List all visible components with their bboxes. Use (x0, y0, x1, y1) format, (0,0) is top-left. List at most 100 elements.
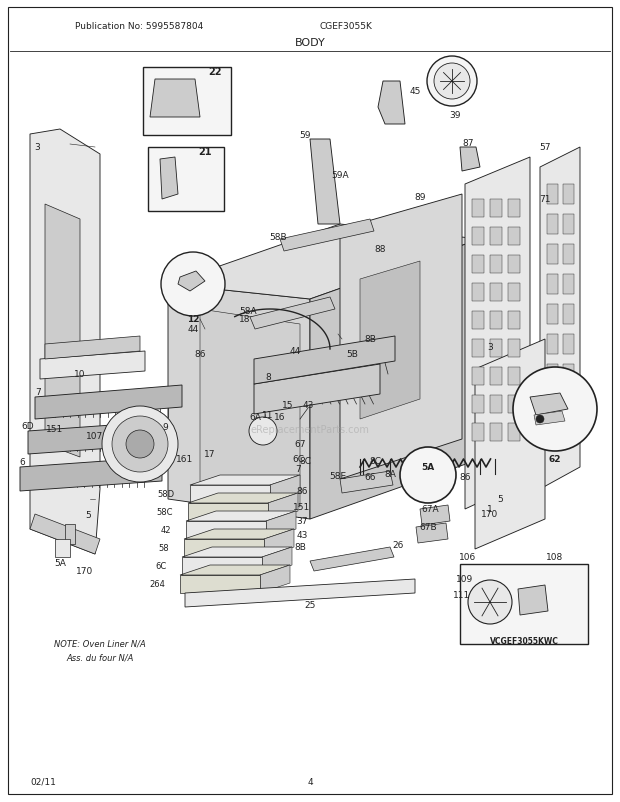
Text: 59A: 59A (331, 170, 349, 180)
Bar (508, 256, 520, 273)
Text: 58E: 58E (329, 472, 347, 481)
Polygon shape (360, 261, 420, 419)
Polygon shape (250, 298, 335, 330)
Text: 16: 16 (274, 413, 286, 422)
Text: 8: 8 (265, 373, 271, 382)
Text: 58B: 58B (269, 233, 287, 242)
Bar (563, 245, 574, 265)
Text: 9: 9 (162, 423, 168, 432)
Polygon shape (260, 565, 290, 593)
Bar (547, 305, 558, 325)
Bar (547, 184, 558, 205)
Bar (490, 395, 502, 414)
Text: 108: 108 (546, 553, 564, 561)
Polygon shape (65, 525, 75, 545)
Text: 6A: 6A (249, 413, 261, 422)
Text: 58D: 58D (158, 490, 175, 499)
Text: 8A: 8A (384, 470, 396, 479)
Bar (460, 565, 588, 644)
Ellipse shape (197, 427, 224, 448)
Polygon shape (178, 272, 205, 292)
Polygon shape (168, 225, 480, 300)
Bar (472, 395, 484, 414)
Bar (143, 68, 231, 136)
Text: 59: 59 (299, 131, 311, 140)
Bar (490, 228, 502, 245)
Text: 17: 17 (204, 450, 216, 459)
Text: 88: 88 (374, 245, 386, 254)
Text: 8B: 8B (294, 543, 306, 552)
Polygon shape (475, 339, 545, 549)
Polygon shape (420, 505, 450, 525)
Text: CGEF3055K: CGEF3055K (320, 22, 373, 31)
Polygon shape (200, 310, 300, 508)
Text: 02/11: 02/11 (30, 777, 56, 786)
Text: 22: 22 (208, 67, 222, 77)
Bar (472, 312, 484, 330)
Bar (148, 148, 224, 212)
Text: 37: 37 (296, 516, 308, 526)
Polygon shape (30, 130, 100, 554)
Circle shape (161, 253, 225, 317)
Polygon shape (460, 148, 480, 172)
Text: 45: 45 (409, 87, 421, 96)
Text: 109: 109 (456, 575, 474, 584)
Text: 15: 15 (282, 401, 294, 410)
Text: 86: 86 (459, 473, 471, 482)
Text: 87: 87 (463, 138, 474, 148)
Polygon shape (35, 386, 182, 419)
Polygon shape (534, 411, 565, 426)
Polygon shape (254, 365, 380, 415)
Polygon shape (280, 220, 374, 252)
Text: 6D: 6D (22, 422, 34, 431)
Circle shape (102, 407, 178, 482)
Text: VCGEF3055KWC: VCGEF3055KWC (490, 637, 559, 646)
Text: 44: 44 (187, 325, 198, 334)
Text: 3: 3 (34, 144, 40, 152)
Polygon shape (268, 493, 298, 521)
Polygon shape (45, 205, 80, 457)
Text: 58C: 58C (156, 508, 173, 516)
Text: 11: 11 (262, 411, 274, 420)
Text: 151: 151 (293, 503, 311, 512)
Polygon shape (190, 485, 270, 504)
Polygon shape (190, 476, 300, 485)
Text: 25: 25 (304, 601, 316, 610)
Polygon shape (20, 457, 162, 492)
Polygon shape (186, 521, 266, 539)
Bar (563, 184, 574, 205)
Polygon shape (518, 585, 548, 615)
Bar (563, 274, 574, 294)
Text: 58A: 58A (239, 307, 257, 316)
Text: 39: 39 (450, 111, 461, 119)
Text: 6C: 6C (156, 561, 167, 571)
Text: 170: 170 (76, 567, 94, 576)
Polygon shape (185, 579, 415, 607)
Text: 18: 18 (239, 315, 250, 324)
Bar (508, 367, 520, 386)
Circle shape (126, 431, 154, 459)
Text: BODY: BODY (294, 38, 326, 48)
Bar (563, 334, 574, 354)
Polygon shape (184, 539, 264, 557)
Text: 42: 42 (161, 526, 171, 535)
Text: 8B: 8B (364, 335, 376, 344)
Text: 5A: 5A (422, 463, 435, 472)
Text: 106: 106 (459, 553, 477, 561)
Text: 43: 43 (296, 531, 308, 540)
Bar (490, 284, 502, 302)
Polygon shape (262, 547, 292, 575)
Polygon shape (254, 337, 395, 384)
Text: 161: 161 (176, 455, 193, 464)
Polygon shape (310, 240, 480, 520)
Text: 3: 3 (487, 343, 493, 352)
Text: 58: 58 (158, 544, 169, 553)
Text: 8C: 8C (299, 457, 311, 466)
Polygon shape (180, 575, 260, 593)
Bar (508, 395, 520, 414)
Text: 151: 151 (46, 425, 64, 434)
Bar (472, 228, 484, 245)
Bar (547, 215, 558, 235)
Bar (490, 339, 502, 358)
Text: 264: 264 (149, 580, 165, 589)
